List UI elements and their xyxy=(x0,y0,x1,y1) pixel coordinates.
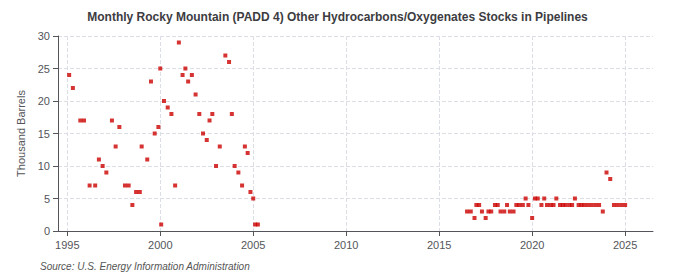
svg-text:2020: 2020 xyxy=(520,239,544,251)
svg-text:30: 30 xyxy=(38,30,50,42)
svg-text:2005: 2005 xyxy=(241,239,265,251)
svg-text:0: 0 xyxy=(44,225,50,237)
svg-text:2000: 2000 xyxy=(148,239,172,251)
svg-text:20: 20 xyxy=(38,95,50,107)
svg-text:5: 5 xyxy=(44,193,50,205)
svg-text:10: 10 xyxy=(38,160,50,172)
svg-text:1995: 1995 xyxy=(55,239,79,251)
svg-text:2015: 2015 xyxy=(427,239,451,251)
svg-text:Monthly Rocky Mountain (PADD 4: Monthly Rocky Mountain (PADD 4) Other Hy… xyxy=(87,10,588,24)
svg-text:15: 15 xyxy=(38,128,50,140)
svg-text:2025: 2025 xyxy=(613,239,637,251)
svg-text:Source: U.S. Energy Informatio: Source: U.S. Energy Information Administ… xyxy=(40,261,250,272)
svg-text:25: 25 xyxy=(38,63,50,75)
svg-text:Thousand Barrels: Thousand Barrels xyxy=(15,90,27,177)
svg-text:2010: 2010 xyxy=(334,239,358,251)
